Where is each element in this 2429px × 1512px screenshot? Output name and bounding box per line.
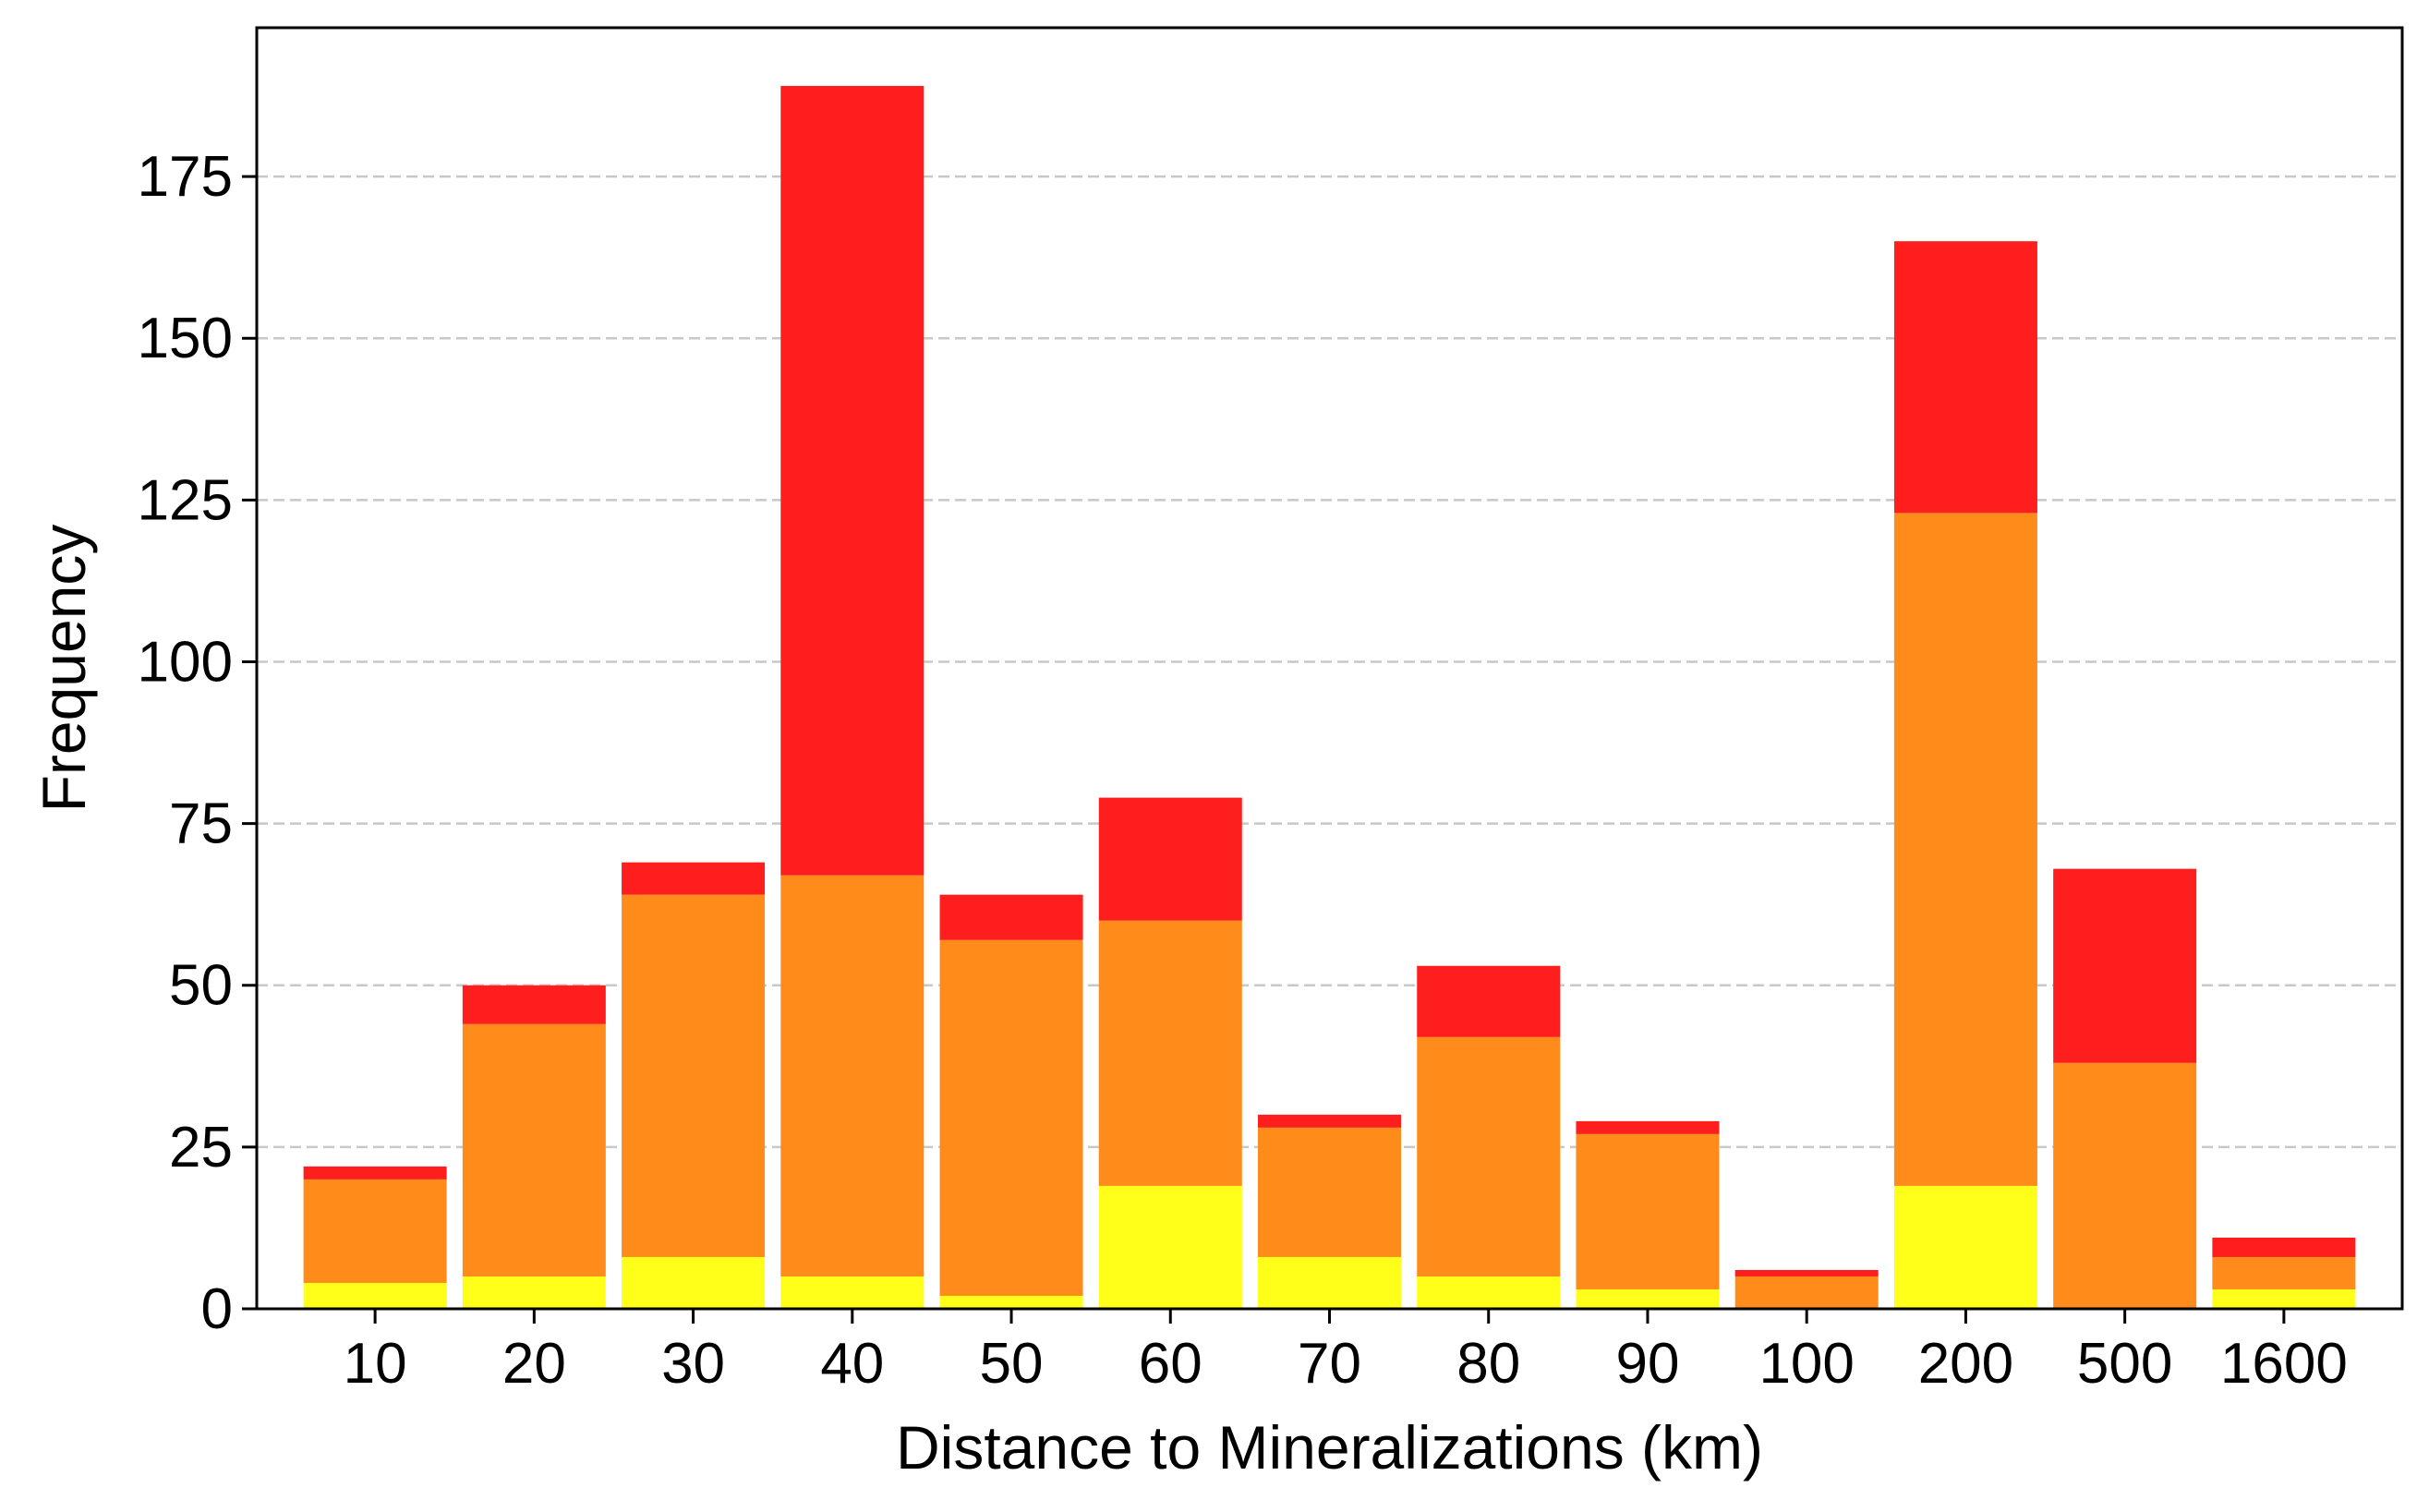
bar-segment-2-60 bbox=[1098, 920, 1242, 1186]
y-axis: 0 25 50 75 100 125 150 175 bbox=[138, 145, 257, 1341]
bar-segment-2-70 bbox=[1257, 1127, 1402, 1257]
x-tick-label: 500 bbox=[2077, 1332, 2172, 1396]
x-tick-label: 1600 bbox=[2220, 1332, 2348, 1396]
x-tick-label: 10 bbox=[344, 1332, 407, 1396]
x-tick-label: 90 bbox=[1615, 1332, 1679, 1396]
bar-segment-2-50 bbox=[939, 939, 1083, 1296]
x-tick-label: 200 bbox=[1918, 1332, 2013, 1396]
bar-segment-2-90 bbox=[1576, 1133, 1720, 1289]
bar-segment-3-30 bbox=[622, 862, 766, 895]
bar-segment-1-1600 bbox=[2212, 1288, 2356, 1309]
bar-segment-3-80 bbox=[1417, 965, 1561, 1037]
bar-segment-3-60 bbox=[1098, 797, 1242, 921]
y-tick-label: 100 bbox=[138, 630, 233, 694]
bar-segment-2-40 bbox=[780, 875, 924, 1276]
x-axis: 10 20 30 40 50 60 70 80 90 100 200 500 1600 bbox=[344, 1309, 2348, 1396]
bar-segment-3-50 bbox=[939, 894, 1083, 940]
bar-segment-2-500 bbox=[2053, 1062, 2197, 1309]
bar-segment-1-20 bbox=[462, 1276, 606, 1309]
bar-segment-2-30 bbox=[622, 894, 766, 1257]
x-tick-label: 40 bbox=[820, 1332, 884, 1396]
y-tick-label: 150 bbox=[138, 307, 233, 370]
bar-segment-1-80 bbox=[1417, 1276, 1561, 1309]
bar-segment-3-20 bbox=[462, 985, 606, 1024]
y-tick-label: 25 bbox=[169, 1116, 233, 1179]
bar-segment-3-10 bbox=[303, 1166, 447, 1179]
bar-segment-1-40 bbox=[780, 1276, 924, 1309]
bar-segment-1-30 bbox=[622, 1256, 766, 1309]
bar-segment-3-90 bbox=[1576, 1120, 1720, 1134]
bar-segment-3-1600 bbox=[2212, 1237, 2356, 1257]
bar-segment-1-70 bbox=[1257, 1256, 1402, 1309]
x-tick-label: 30 bbox=[661, 1332, 725, 1396]
grid-lines bbox=[257, 175, 2402, 1149]
y-tick-label: 175 bbox=[138, 145, 233, 209]
x-tick-label: 50 bbox=[980, 1332, 1044, 1396]
bar-segment-3-200 bbox=[1893, 241, 2037, 514]
x-tick-label: 20 bbox=[502, 1332, 566, 1396]
x-tick-label: 60 bbox=[1139, 1332, 1202, 1396]
x-axis-label: Distance to Mineralizations (km) bbox=[896, 1413, 1763, 1482]
bars bbox=[303, 86, 2356, 1309]
bar-segment-2-100 bbox=[1734, 1276, 1879, 1309]
x-tick-label: 100 bbox=[1758, 1332, 1854, 1396]
y-tick-label: 75 bbox=[169, 792, 233, 856]
bar-segment-2-10 bbox=[303, 1179, 447, 1283]
bar-segment-3-40 bbox=[780, 86, 924, 876]
bar-segment-1-50 bbox=[939, 1295, 1083, 1309]
bar-segment-3-70 bbox=[1257, 1114, 1402, 1128]
bar-segment-1-90 bbox=[1576, 1288, 1720, 1309]
bar-segment-1-60 bbox=[1098, 1185, 1242, 1309]
x-tick-label: 80 bbox=[1456, 1332, 1520, 1396]
y-axis-label: Frequency bbox=[30, 525, 98, 813]
x-tick-label: 70 bbox=[1298, 1332, 1361, 1396]
bar-segment-3-500 bbox=[2053, 868, 2197, 1063]
bar-segment-2-20 bbox=[462, 1023, 606, 1276]
bar-segment-2-1600 bbox=[2212, 1256, 2356, 1289]
bar-segment-1-200 bbox=[1893, 1185, 2037, 1309]
bar-segment-3-100 bbox=[1734, 1269, 1879, 1276]
bar-segment-1-10 bbox=[303, 1282, 447, 1309]
bar-segment-2-200 bbox=[1893, 513, 2037, 1186]
y-tick-label: 50 bbox=[169, 954, 233, 1018]
y-tick-label: 0 bbox=[201, 1277, 233, 1341]
y-tick-label: 125 bbox=[138, 468, 233, 532]
bar-segment-2-80 bbox=[1417, 1036, 1561, 1276]
